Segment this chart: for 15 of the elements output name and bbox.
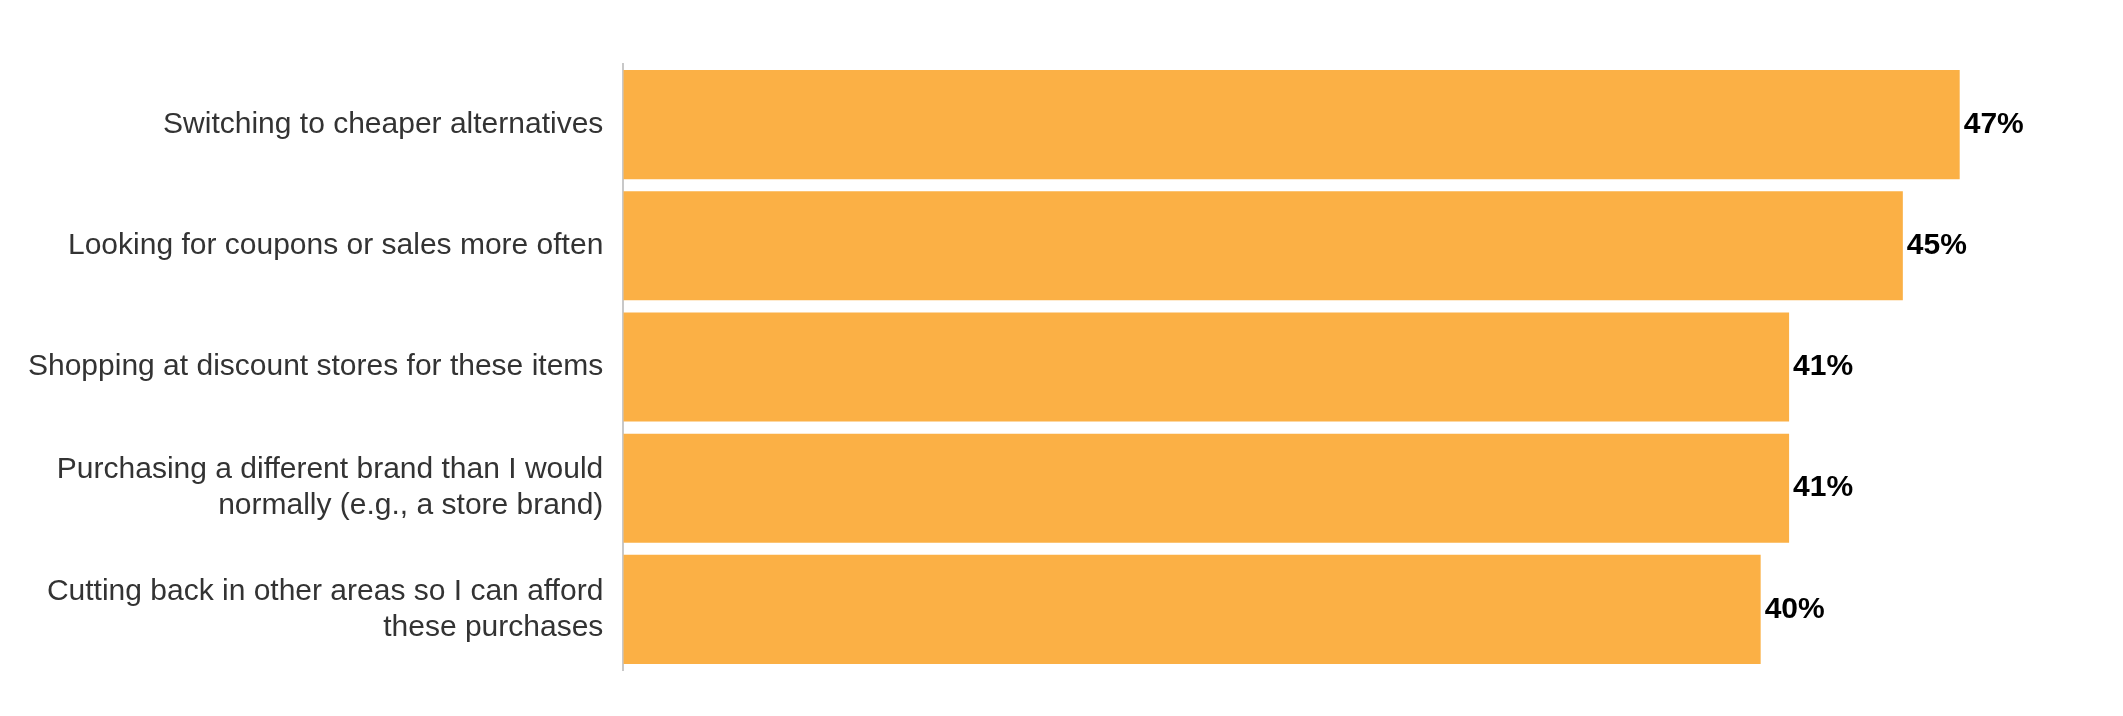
data-label: 45%: [1906, 227, 1967, 261]
data-label: 41%: [1793, 348, 1854, 382]
data-label: 41%: [1793, 469, 1854, 503]
bar: [623, 433, 1790, 543]
y-tick-label: Looking for coupons or sales more often: [68, 227, 604, 261]
y-tick-label: Switching to cheaper alternatives: [163, 105, 604, 139]
bar: [623, 312, 1790, 422]
data-label: 40%: [1764, 590, 1825, 624]
data-label: 47%: [1963, 105, 2024, 139]
y-tick-label: Purchasing a different brand than I would normally (e.g., a store brand): [56, 451, 604, 521]
y-tick-label: Cutting back in other areas so I can afford these purchases: [46, 572, 604, 642]
y-tick-label: Shopping at discount stores for these items: [27, 348, 604, 382]
bar: [623, 554, 1761, 664]
bar: [623, 70, 1960, 180]
bar: [623, 191, 1903, 301]
